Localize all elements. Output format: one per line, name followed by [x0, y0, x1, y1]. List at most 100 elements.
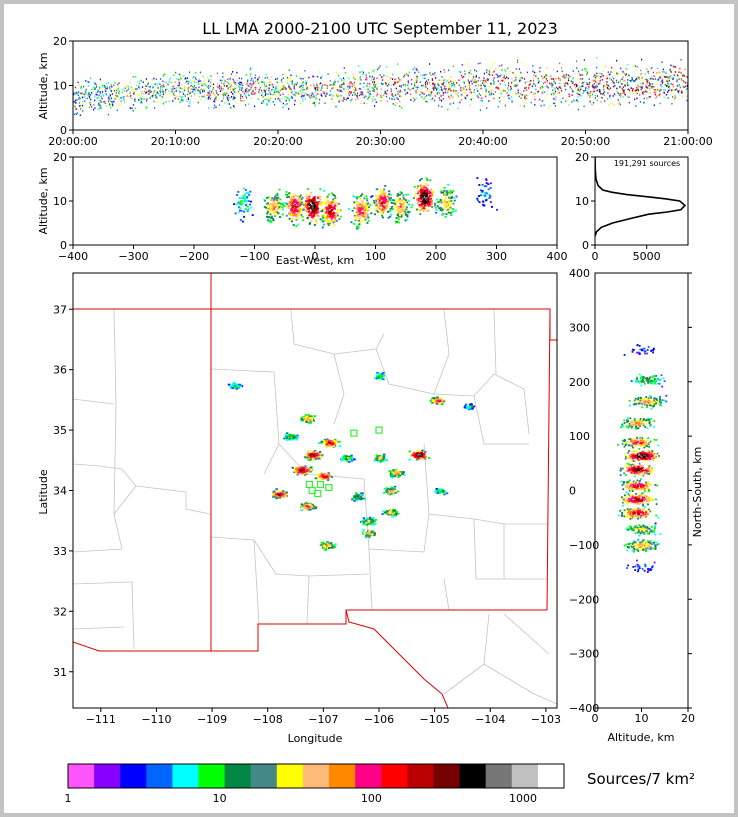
time-altitude-source [382, 83, 384, 85]
time-altitude-source [354, 78, 356, 81]
east-west-source [311, 215, 314, 217]
time-altitude-source [661, 72, 663, 75]
east-west-source [382, 205, 385, 207]
time-altitude-source [492, 79, 494, 81]
east-west-source [239, 219, 242, 221]
east-west-source [439, 209, 442, 211]
east-west-source [380, 212, 383, 214]
east-west-source [425, 177, 428, 180]
time-altitude-source [394, 82, 396, 84]
time-altitude-source [659, 95, 661, 98]
east-west-source [294, 194, 297, 197]
time-altitude-source [152, 93, 154, 95]
time-altitude-source [209, 85, 211, 88]
time-altitude-source [656, 96, 658, 98]
east-west-source [295, 199, 298, 201]
time-altitude-source [103, 89, 105, 91]
time-altitude-source [178, 73, 180, 76]
time-altitude-source [257, 98, 259, 100]
time-altitude-source [80, 93, 82, 96]
time-altitude-source [552, 89, 554, 92]
time-altitude-source [398, 77, 400, 79]
time-altitude-source [682, 75, 684, 77]
time-altitude-source [442, 84, 444, 86]
time-altitude-source [449, 97, 451, 100]
time-altitude-source [155, 78, 157, 81]
east-west-source [311, 206, 314, 209]
time-altitude-source [649, 82, 651, 85]
east-west-source [271, 197, 274, 200]
time-altitude-source [77, 107, 79, 110]
time-altitude-source [503, 88, 505, 90]
time-altitude-source [233, 105, 235, 108]
plan-view-source [277, 495, 281, 498]
time-altitude-source [93, 82, 95, 84]
time-altitude-source [358, 92, 360, 94]
time-altitude-source [241, 95, 244, 98]
east-west-source [331, 202, 334, 205]
east-west-source [358, 215, 360, 217]
time-altitude-source [286, 103, 288, 105]
time-altitude-source [428, 81, 430, 84]
time-altitude-source [556, 70, 558, 73]
east-west-source [406, 218, 408, 221]
time-altitude-source [613, 85, 615, 88]
plan-view-source [273, 493, 276, 496]
east-west-source [263, 198, 266, 201]
time-altitude-source [629, 91, 631, 93]
time-altitude-source [495, 73, 497, 76]
time-altitude-source [647, 80, 649, 82]
east-west-source [315, 209, 318, 212]
time-altitude-source [336, 89, 338, 91]
plan-view-source [391, 488, 395, 491]
east-west-source [406, 201, 409, 204]
east-west-source [322, 208, 325, 211]
time-altitude-source [373, 69, 375, 72]
time-altitude-source [616, 87, 618, 90]
time-altitude-source [582, 85, 584, 88]
time-altitude-source [583, 81, 585, 83]
time-altitude-source [485, 95, 487, 98]
east-west-source [441, 214, 444, 216]
time-altitude-source [216, 83, 218, 85]
time-altitude-source [183, 86, 185, 88]
plan-view-source [306, 503, 309, 506]
east-west-source [319, 202, 322, 204]
east-west-source [364, 218, 367, 221]
time-altitude-source [371, 87, 373, 89]
time-altitude-source [210, 75, 212, 77]
east-west-source [274, 206, 277, 208]
time-altitude-source [425, 85, 427, 87]
time-altitude-source [388, 83, 390, 86]
time-altitude-source [603, 84, 605, 87]
time-altitude-source [440, 94, 442, 96]
time-altitude-source [640, 88, 642, 91]
time-altitude-source [674, 71, 676, 73]
time-altitude-source [90, 77, 92, 80]
time-altitude-source [670, 71, 672, 73]
east-west-source [432, 190, 435, 193]
time-altitude-source [78, 102, 81, 104]
time-altitude-source [638, 77, 640, 80]
time-altitude-source [171, 91, 173, 93]
east-west-axis-tick-label: −300 [118, 250, 148, 263]
time-altitude-source [546, 67, 548, 69]
east-west-source [480, 189, 482, 192]
time-altitude-source [141, 90, 143, 93]
time-altitude-source [79, 114, 81, 116]
time-altitude-source [526, 71, 528, 74]
east-west-source [353, 207, 356, 209]
time-altitude-source [652, 83, 654, 85]
east-west-source [482, 194, 485, 197]
time-altitude-source [611, 76, 613, 79]
time-altitude-source [134, 100, 136, 102]
plan-view-source [303, 472, 306, 475]
time-altitude-source [337, 80, 339, 83]
east-west-source [401, 208, 404, 211]
time-altitude-source [317, 89, 319, 91]
time-altitude-source [302, 77, 304, 80]
east-west-source [377, 201, 380, 203]
time-altitude-source [613, 77, 615, 80]
time-altitude-source [373, 77, 375, 79]
time-altitude-source [140, 79, 142, 82]
